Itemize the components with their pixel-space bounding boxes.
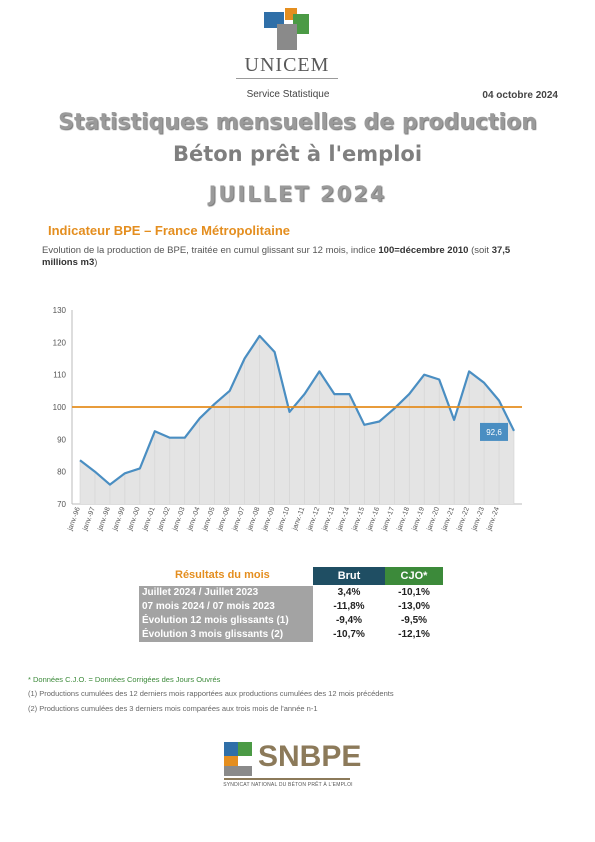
value-brut: -9,4%: [335, 615, 363, 626]
x-tick-label: janv.-20: [426, 506, 441, 532]
results-title: Résultats du mois: [175, 569, 270, 581]
row-label: 07 mois 2024 / 07 mois 2023: [139, 600, 313, 614]
y-tick-label: 70: [57, 500, 66, 509]
table-row: Juillet 2024 / Juillet 2023 3,4% -10,1%: [139, 586, 443, 600]
value-cjo: -13,0%: [398, 601, 430, 612]
x-tick-label: janv.-01: [141, 506, 156, 532]
x-tick-label: janv.-23: [471, 506, 486, 532]
y-tick-label: 120: [53, 338, 67, 347]
x-tick-label: janv.-03: [171, 506, 186, 532]
x-tick-label: janv.-10: [276, 506, 291, 532]
x-tick-label: janv.-12: [306, 506, 321, 532]
note-cjo: * Données C.J.O. = Données Corrigées des…: [28, 675, 221, 684]
unicem-logo-icon: [264, 8, 309, 50]
y-tick-label: 100: [53, 403, 67, 412]
series-line: [79, 334, 515, 486]
snbpe-divider: [224, 778, 350, 780]
service-label: Service Statistique: [246, 89, 330, 100]
x-tick-label: janv.-97: [82, 506, 97, 532]
x-tick-label: janv.-96: [67, 506, 82, 532]
area-fill: [80, 335, 514, 504]
value-brut: -10,7%: [333, 629, 365, 640]
value-brut: 3,4%: [337, 587, 361, 598]
description-bold-index: 100=décembre 2010: [378, 245, 469, 256]
y-tick-label: 130: [53, 306, 67, 315]
x-tick-label: janv.-19: [411, 506, 426, 532]
value-cjo: -10,1%: [398, 587, 430, 598]
description-text: Evolution de la production de BPE, trait…: [42, 245, 379, 256]
x-tick-label: janv.-08: [246, 506, 261, 532]
y-tick-label: 90: [57, 435, 66, 444]
value-brut: -11,8%: [333, 601, 365, 612]
row-label: Évolution 3 mois glissants (2): [139, 628, 313, 642]
unicem-logo-text: UNICEM: [244, 54, 330, 76]
x-tick-label: janv.-21: [441, 506, 456, 532]
publication-date: 04 octobre 2024: [482, 90, 558, 101]
indicator-heading: Indicateur BPE – France Métropolitaine: [48, 223, 290, 238]
period-title: JUILLET 2024: [208, 182, 387, 206]
last-value-label: 92,6: [486, 428, 502, 437]
logo-divider: [236, 78, 338, 79]
x-tick-label: janv.-98: [97, 506, 112, 532]
chart-description: Evolution de la production de BPE, trait…: [42, 245, 542, 269]
row-label: Évolution 12 mois glissants (1): [139, 614, 313, 628]
table-row: Évolution 12 mois glissants (1) -9,4% -9…: [139, 614, 443, 628]
x-tick-label: janv.-00: [126, 506, 141, 532]
last-value-box: [480, 422, 508, 441]
x-tick-label: janv.-05: [201, 506, 216, 532]
x-tick-label: janv.-09: [261, 506, 276, 532]
value-cjo: -12,1%: [398, 629, 430, 640]
x-tick-label: janv.-07: [231, 506, 246, 532]
x-tick-label: janv.-22: [456, 506, 471, 532]
x-tick-label: janv.-13: [321, 506, 336, 532]
x-tick-label: janv.-14: [336, 506, 351, 532]
snbpe-logo-text: SNBPE: [258, 740, 362, 773]
note-1: (1) Productions cumulées des 12 derniers…: [28, 689, 394, 698]
table-row: Évolution 3 mois glissants (2) -10,7% -1…: [139, 628, 443, 642]
x-tick-label: janv.-06: [216, 506, 231, 532]
table-row: 07 mois 2024 / 07 mois 2023 -11,8% -13,0…: [139, 600, 443, 614]
column-header-brut: Brut: [313, 567, 385, 585]
x-tick-label: janv.-99: [112, 506, 127, 532]
x-tick-label: janv.-15: [351, 506, 366, 532]
snbpe-logo-icon: [224, 742, 252, 776]
description-text-3: ): [94, 257, 98, 268]
y-tick-label: 110: [53, 371, 66, 380]
column-header-cjo: CJO*: [385, 567, 443, 585]
description-text-2: (soit: [468, 245, 492, 256]
note-2: (2) Productions cumulées des 3 derniers …: [28, 704, 318, 713]
x-tick-label: janv.-18: [396, 506, 411, 532]
value-cjo: -9,5%: [400, 615, 428, 626]
x-tick-label: janv.-02: [156, 506, 171, 532]
description-bold-volume: 37,5 millions m3: [42, 245, 511, 268]
main-title: Statistiques mensuelles de production: [58, 110, 537, 135]
y-tick-label: 80: [57, 468, 66, 477]
x-tick-label: janv.-11: [291, 506, 306, 532]
snbpe-full-name: SYNDICAT NATIONAL DU BÉTON PRÊT À L'EMPL…: [223, 782, 353, 788]
x-tick-label: janv.-04: [186, 506, 201, 532]
product-title: Béton prêt à l'emploi: [172, 142, 423, 166]
x-tick-label: janv.-24: [486, 506, 501, 532]
x-tick-label: janv.-16: [366, 506, 381, 532]
row-label: Juillet 2024 / Juillet 2023: [139, 586, 313, 600]
x-tick-label: janv.-17: [381, 506, 396, 532]
